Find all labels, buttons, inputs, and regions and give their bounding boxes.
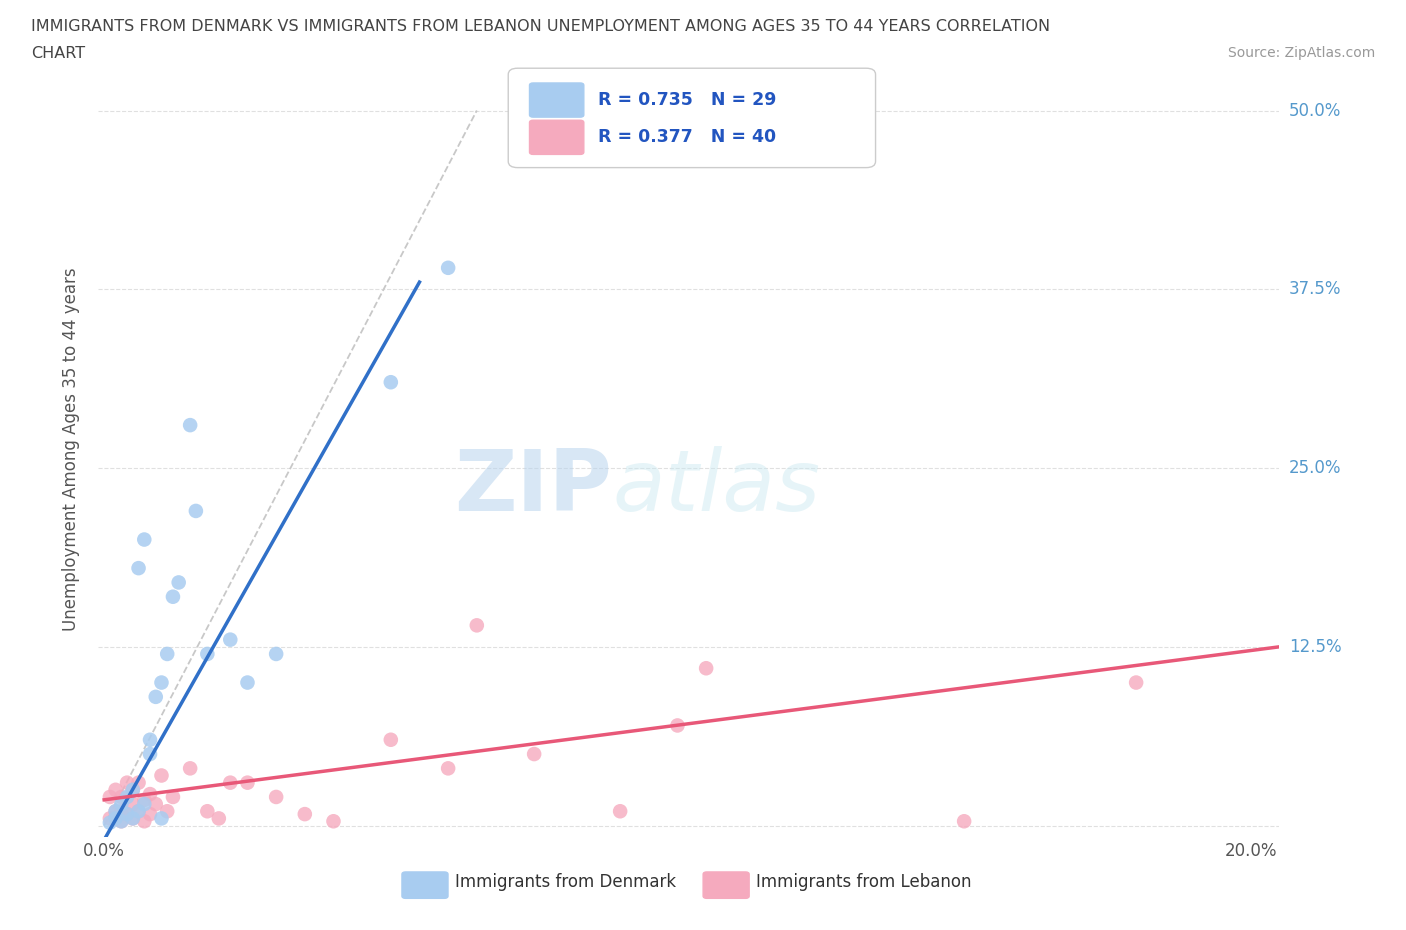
Point	[139, 806, 162, 821]
Point	[115, 806, 138, 821]
Point	[179, 761, 201, 776]
Point	[380, 375, 402, 390]
Point	[115, 776, 138, 790]
Point	[322, 814, 344, 829]
Point	[219, 776, 242, 790]
Point	[121, 797, 143, 812]
Text: R = 0.735   N = 29: R = 0.735 N = 29	[598, 91, 776, 109]
Point	[294, 806, 316, 821]
Point	[121, 811, 143, 826]
Text: 12.5%: 12.5%	[1289, 638, 1341, 656]
Point	[128, 804, 150, 818]
Point	[264, 646, 287, 661]
Point	[156, 804, 179, 818]
Point	[150, 811, 173, 826]
Point	[110, 790, 132, 804]
Point	[437, 260, 460, 275]
Point	[162, 790, 184, 804]
Point	[98, 790, 121, 804]
Text: Immigrants from Denmark: Immigrants from Denmark	[456, 873, 676, 891]
Point	[110, 814, 132, 829]
FancyBboxPatch shape	[508, 68, 876, 167]
Point	[195, 646, 218, 661]
Point	[162, 590, 184, 604]
Text: ZIP: ZIP	[454, 446, 612, 529]
Point	[179, 418, 201, 432]
Point	[110, 797, 132, 812]
Point	[150, 768, 173, 783]
Point	[104, 782, 127, 797]
Point	[145, 797, 167, 812]
Point	[609, 804, 631, 818]
Point	[104, 811, 127, 826]
Point	[128, 561, 150, 576]
Point	[167, 575, 190, 590]
Text: Source: ZipAtlas.com: Source: ZipAtlas.com	[1227, 46, 1375, 60]
Point	[104, 804, 127, 818]
Point	[134, 814, 156, 829]
Point	[110, 814, 132, 829]
Point	[208, 811, 231, 826]
Text: atlas: atlas	[612, 446, 820, 529]
Point	[110, 804, 132, 818]
Text: 50.0%: 50.0%	[1289, 101, 1341, 119]
Point	[437, 761, 460, 776]
FancyBboxPatch shape	[530, 120, 583, 154]
Point	[139, 787, 162, 802]
Text: CHART: CHART	[31, 46, 84, 61]
Text: 37.5%: 37.5%	[1289, 280, 1341, 299]
Point	[139, 747, 162, 762]
Point	[465, 618, 488, 632]
Text: R = 0.377   N = 40: R = 0.377 N = 40	[598, 128, 776, 146]
Point	[139, 732, 162, 747]
Point	[236, 776, 259, 790]
Point	[150, 675, 173, 690]
Point	[156, 646, 179, 661]
Text: Immigrants from Lebanon: Immigrants from Lebanon	[756, 873, 972, 891]
Point	[115, 806, 138, 821]
Point	[134, 797, 156, 812]
Point	[380, 732, 402, 747]
Point	[134, 532, 156, 547]
FancyBboxPatch shape	[703, 872, 749, 898]
Point	[219, 632, 242, 647]
Point	[1125, 675, 1147, 690]
Point	[98, 816, 121, 830]
Point	[115, 790, 138, 804]
Text: 25.0%: 25.0%	[1289, 459, 1341, 477]
Point	[104, 811, 127, 826]
Point	[121, 782, 143, 797]
FancyBboxPatch shape	[530, 83, 583, 117]
Point	[128, 804, 150, 818]
Point	[121, 782, 143, 797]
Point	[184, 503, 207, 518]
Point	[145, 689, 167, 704]
FancyBboxPatch shape	[402, 872, 449, 898]
Point	[523, 747, 546, 762]
Point	[98, 811, 121, 826]
Point	[236, 675, 259, 690]
Point	[104, 804, 127, 818]
Point	[953, 814, 976, 829]
Point	[134, 792, 156, 807]
Point	[695, 661, 717, 676]
Point	[128, 776, 150, 790]
Point	[195, 804, 218, 818]
Text: IMMIGRANTS FROM DENMARK VS IMMIGRANTS FROM LEBANON UNEMPLOYMENT AMONG AGES 35 TO: IMMIGRANTS FROM DENMARK VS IMMIGRANTS FR…	[31, 19, 1050, 33]
Point	[121, 811, 143, 826]
Point	[666, 718, 689, 733]
Point	[264, 790, 287, 804]
Y-axis label: Unemployment Among Ages 35 to 44 years: Unemployment Among Ages 35 to 44 years	[62, 267, 80, 631]
